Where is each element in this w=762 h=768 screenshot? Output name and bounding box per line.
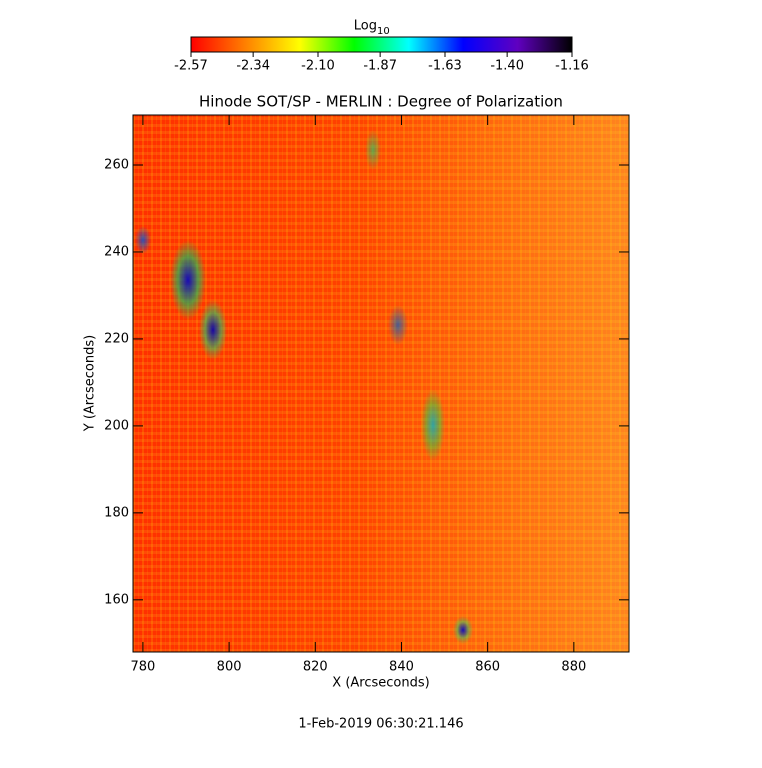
plot-frame [132,114,630,653]
colorbar-tick-label: -2.10 [301,59,335,74]
x-tick-label: 780 [130,660,155,675]
colorbar [190,36,573,53]
heatmap-image [133,115,629,652]
colorbar-tick-label: -2.57 [174,59,208,74]
y-tick-label: 200 [104,418,129,433]
colorbar-tick-label: -1.16 [555,59,589,74]
y-tick-label: 260 [104,158,129,173]
x-tick-label: 800 [217,660,242,675]
colorbar-label-subscript: 10 [377,26,390,37]
x-tick-label: 860 [475,660,500,675]
colorbar-tick-label: -2.34 [236,59,270,74]
x-axis-label: X (Arcseconds) [332,676,429,691]
y-tick-label: 240 [104,244,129,259]
y-tick-label: 220 [104,331,129,346]
colorbar-tick-label: -1.40 [490,59,524,74]
colorbar-label: Log [354,19,377,34]
footer-date: 1-Feb-2019 06:30:21.146 [298,717,463,732]
y-axis-label: Y (Arcseconds) [83,335,98,432]
y-tick-label: 180 [104,505,129,520]
x-tick-label: 820 [303,660,328,675]
colorbar-tick-label: -1.63 [428,59,462,74]
colorbar-tick-label: -1.87 [363,59,397,74]
chart-title: Hinode SOT/SP - MERLIN : Degree of Polar… [199,93,563,111]
x-tick-label: 880 [561,660,586,675]
y-tick-label: 160 [104,592,129,607]
x-tick-label: 840 [389,660,414,675]
